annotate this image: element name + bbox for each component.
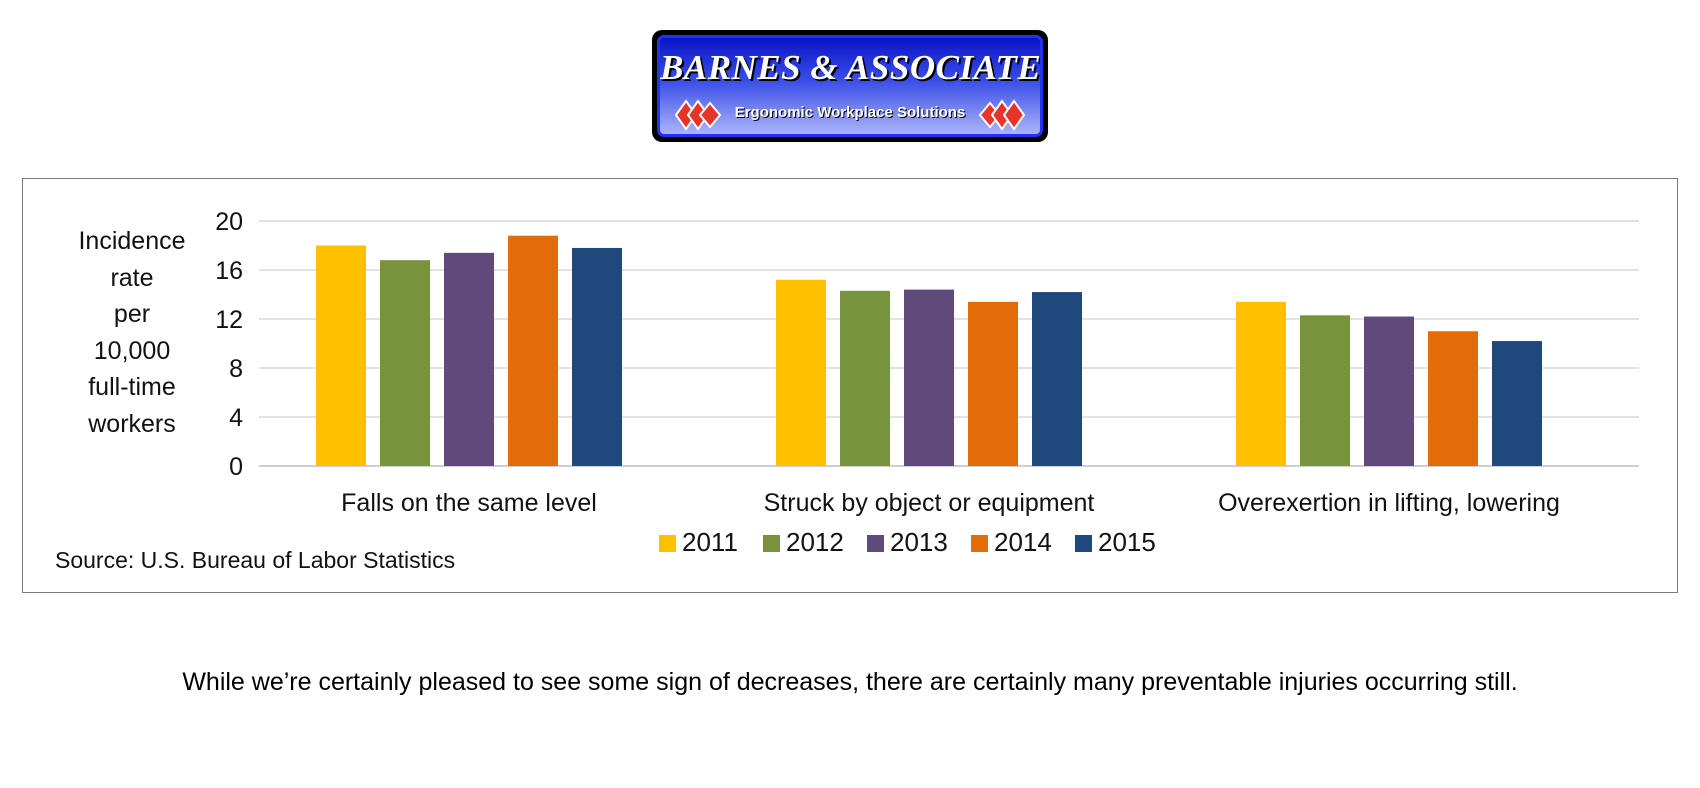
legend-swatch — [659, 535, 676, 552]
logo-panel: BARNES & ASSOCIATES Ergonomic Workplace … — [657, 35, 1043, 137]
y-tick-label: 16 — [215, 257, 243, 285]
bar — [776, 279, 826, 466]
source-note: Source: U.S. Bureau of Labor Statistics — [55, 547, 456, 573]
y-tick-label: 4 — [229, 404, 243, 432]
bar — [1032, 292, 1082, 466]
category-label: Struck by object or equipment — [764, 489, 1095, 517]
legend-swatch — [867, 535, 884, 552]
legend-label: 2014 — [994, 527, 1052, 557]
bar — [968, 301, 1018, 466]
bar — [508, 235, 558, 466]
legend-label: 2011 — [682, 527, 738, 557]
legend-swatch — [1075, 535, 1092, 552]
bar — [1236, 301, 1286, 466]
logo-title: BARNES & ASSOCIATES — [660, 48, 1043, 87]
legend-swatch — [971, 535, 988, 552]
legend-label: 2015 — [1098, 527, 1156, 557]
bar — [840, 290, 890, 466]
y-axis-label-line: 10,000 — [93, 336, 171, 365]
bar — [572, 247, 622, 466]
bar — [444, 252, 494, 466]
logo-diamonds-left-icon — [674, 99, 722, 131]
legend-swatch — [763, 535, 780, 552]
y-axis-label-line: workers — [88, 409, 176, 438]
category-label: Overexertion in lifting, lowering — [1218, 489, 1560, 517]
bar — [904, 289, 954, 466]
company-logo: BARNES & ASSOCIATES Ergonomic Workplace … — [652, 30, 1048, 142]
y-tick-label: 12 — [215, 306, 243, 334]
caption-text: While we’re certainly pleased to see som… — [182, 668, 1518, 696]
y-axis-label-line: Incidence — [78, 227, 186, 255]
y-tick-label: 20 — [215, 208, 243, 236]
legend-label: 2013 — [890, 527, 948, 557]
legend-label: 2012 — [786, 527, 844, 557]
logo-subtitle: Ergonomic Workplace Solutions — [734, 104, 966, 121]
chart-plot: 0 4 8 12 16 20 Falls on the same level Struck b… — [215, 208, 1639, 557]
injury-rate-chart: Incidence rate per 10,000 full-time work… — [22, 178, 1678, 593]
bar — [316, 245, 366, 466]
y-tick-label: 8 — [229, 355, 243, 383]
y-axis-label-line: rate — [110, 263, 154, 292]
bar — [380, 260, 430, 466]
bar — [1364, 316, 1414, 466]
y-tick-label: 0 — [229, 453, 243, 481]
y-axis-label-line: per — [113, 300, 151, 328]
category-label: Falls on the same level — [341, 489, 597, 517]
y-axis-label-line: full-time — [88, 373, 176, 401]
bar — [1492, 341, 1542, 466]
bar — [1428, 331, 1478, 466]
bar — [1300, 315, 1350, 466]
logo-diamonds-right-icon — [978, 99, 1026, 131]
y-axis-label: Incidence rate per 10,000 full-time work… — [61, 223, 203, 442]
